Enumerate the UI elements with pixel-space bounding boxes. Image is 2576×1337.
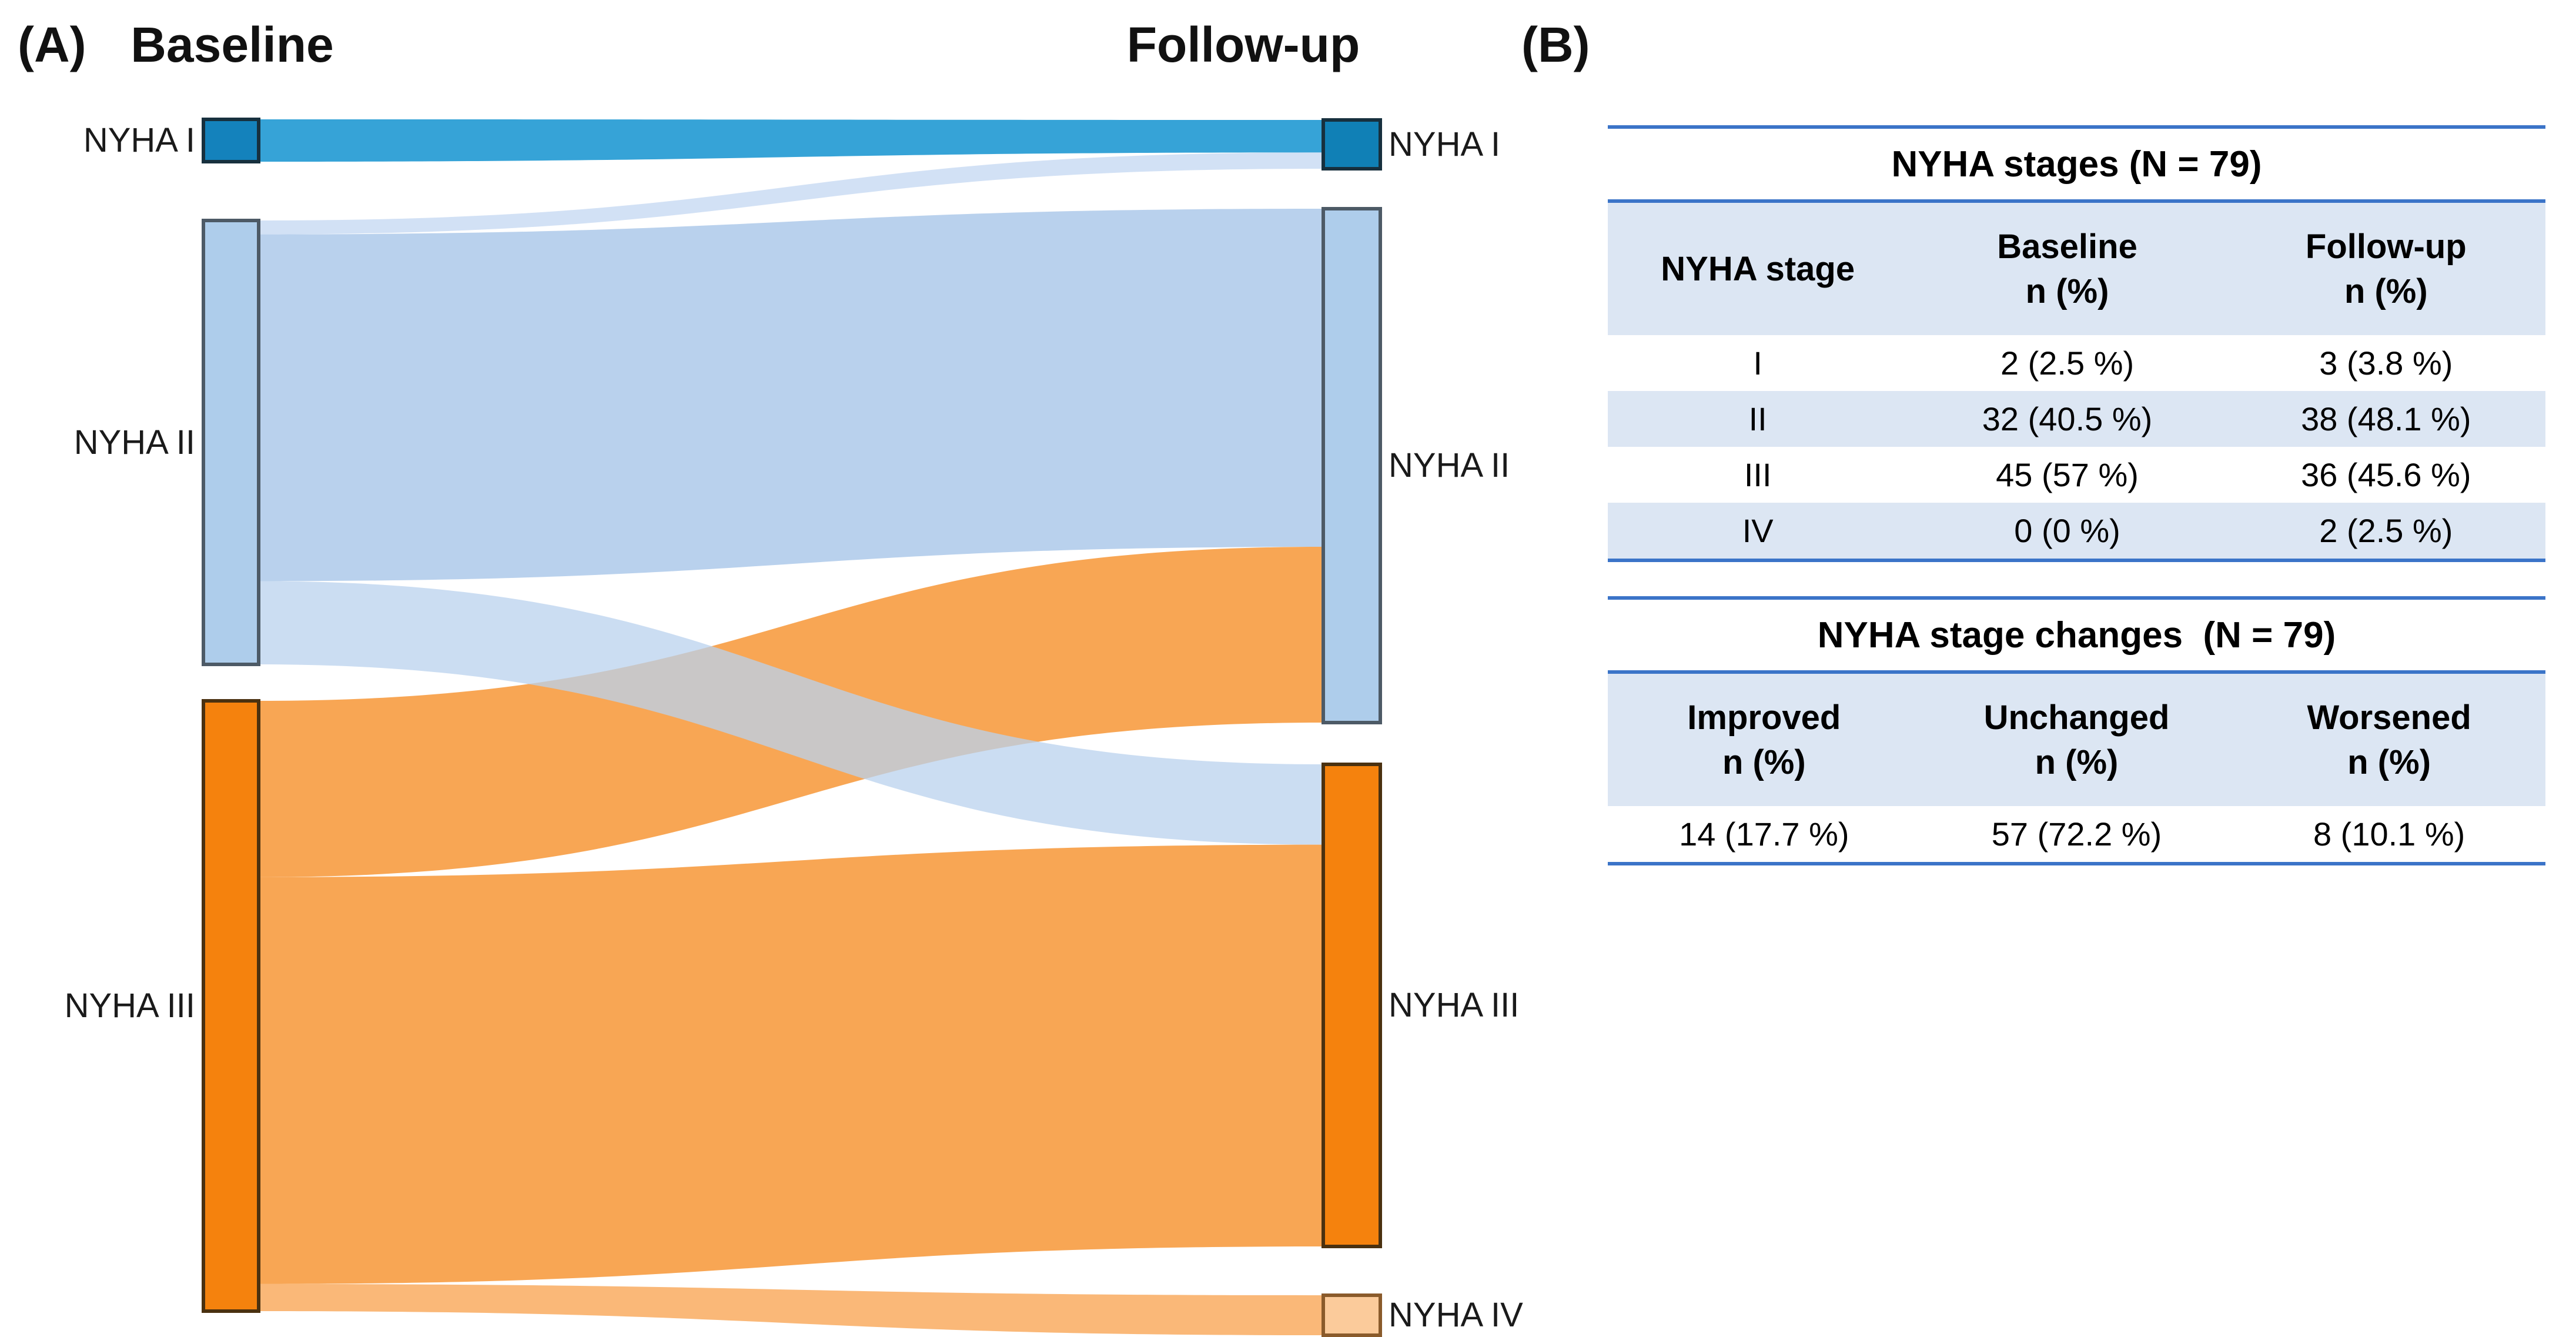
- table-bottom-rule: [1608, 559, 2545, 562]
- panel-b: NYHA stages (N = 79) NYHA stage Baseline…: [1608, 125, 2545, 865]
- cell-baseline: 32 (40.5 %): [1982, 400, 2153, 437]
- cell-worsened: 8 (10.1 %): [2313, 815, 2465, 853]
- cell-stage: III: [1744, 456, 1772, 493]
- sankey-flow-NYHAII-to-NYHAII: [259, 209, 1323, 581]
- header-cell-worsened: Worsened n (%): [2233, 696, 2545, 785]
- sankey-node-label-NYHAI-left: NYHA I: [83, 121, 195, 159]
- cell-stage: II: [1748, 400, 1767, 437]
- sankey-node-NYHAIII-left: [202, 699, 260, 1313]
- table-row-stage-II: II 32 (40.5 %) 38 (48.1 %): [1608, 391, 2545, 447]
- cell-followup: 38 (48.1 %): [2301, 400, 2471, 437]
- nyha-stages-table: NYHA stages (N = 79) NYHA stage Baseline…: [1608, 125, 2545, 562]
- header-cell-baseline: Baseline n (%): [1908, 225, 2226, 314]
- stage-changes-data-row: 14 (17.7 %) 57 (72.2 %) 8 (10.1 %): [1608, 806, 2545, 862]
- cell-improved: 14 (17.7 %): [1679, 815, 1849, 853]
- header-line2: n (%): [2344, 272, 2428, 310]
- cell-followup: 36 (45.6 %): [2301, 456, 2471, 493]
- table-gap: [1608, 562, 2545, 596]
- stage-changes-table: NYHA stage changes (N = 79) Improved n (…: [1608, 596, 2545, 865]
- sankey-node-label-NYHAII-right: NYHA II: [1389, 446, 1510, 484]
- header-line2: n (%): [2347, 743, 2431, 781]
- sankey-node-label-NYHAIII-left: NYHA III: [64, 987, 195, 1025]
- table-row-stage-I: I 2 (2.5 %) 3 (3.8 %): [1608, 335, 2545, 391]
- table-bottom-rule: [1608, 862, 2545, 865]
- sankey-node-label-NYHAI-right: NYHA I: [1389, 125, 1501, 163]
- sankey-node-NYHAI-right: [1322, 118, 1382, 171]
- sankey-node-label-NYHAII-left: NYHA II: [73, 423, 195, 462]
- sankey-node-NYHAI-left: [202, 118, 260, 163]
- header-line2: n (%): [2035, 743, 2119, 781]
- panel-b-tag: (B): [1521, 17, 1590, 72]
- followup-column-header: Follow-up: [1126, 17, 1360, 72]
- sankey-flow-NYHAI-to-NYHAI: [259, 119, 1323, 162]
- cell-baseline: 0 (0 %): [2014, 512, 2120, 549]
- cell-baseline: 2 (2.5 %): [2000, 345, 2135, 382]
- sankey-node-label-NYHAIII-right: NYHA III: [1389, 986, 1520, 1024]
- nyha-stages-table-title: NYHA stages (N = 79): [1608, 125, 2545, 203]
- cell-unchanged: 57 (72.2 %): [1991, 815, 2162, 853]
- header-line1: Baseline: [1997, 227, 2137, 266]
- header-cell-unchanged: Unchanged n (%): [1921, 696, 2233, 785]
- header-line2: n (%): [2025, 272, 2109, 310]
- stage-changes-table-title: NYHA stage changes (N = 79): [1608, 596, 2545, 674]
- sankey-node-NYHAIII-right: [1322, 763, 1382, 1248]
- header-cell-nyha-stage: NYHA stage: [1608, 247, 1908, 292]
- cell-followup: 2 (2.5 %): [2319, 512, 2453, 549]
- sankey-flow-NYHAII-to-NYHAI: [259, 152, 1323, 235]
- nyha-stages-header-row: NYHA stage Baseline n (%) Follow-up n (%…: [1608, 203, 2545, 335]
- sankey-flow-NYHAIII-to-NYHAIV: [259, 1283, 1323, 1335]
- header-line1: Unchanged: [1983, 698, 2170, 737]
- stage-changes-header-row: Improved n (%) Unchanged n (%) Worsened …: [1608, 674, 2545, 806]
- sankey-flow-NYHAIII-to-NYHAIII: [259, 844, 1323, 1284]
- header-line1: Worsened: [2307, 698, 2471, 737]
- header-line1: Improved: [1687, 698, 1841, 737]
- cell-stage: IV: [1742, 512, 1774, 549]
- sankey-node-NYHAII-right: [1322, 207, 1382, 724]
- cell-followup: 3 (3.8 %): [2319, 345, 2453, 382]
- panel-a-tag: (A): [18, 17, 86, 72]
- table-row-stage-IV: IV 0 (0 %) 2 (2.5 %): [1608, 503, 2545, 559]
- sankey-node-NYHAIV-right: [1322, 1293, 1382, 1337]
- header-line1: Follow-up: [2305, 227, 2467, 266]
- table-row-stage-III: III 45 (57 %) 36 (45.6 %): [1608, 447, 2545, 503]
- header-line2: n (%): [1722, 743, 1806, 781]
- sankey-flow-NYHAII-to-NYHAIII: [259, 581, 1323, 845]
- sankey-node-label-NYHAIV-right: NYHA IV: [1389, 1296, 1523, 1334]
- cell-stage: I: [1753, 345, 1762, 382]
- sankey-node-NYHAII-left: [202, 219, 260, 666]
- header-line1: NYHA stage: [1661, 249, 1855, 288]
- header-cell-followup: Follow-up n (%): [2227, 225, 2545, 314]
- header-cell-improved: Improved n (%): [1608, 696, 1921, 785]
- baseline-column-header: Baseline: [131, 17, 334, 72]
- cell-baseline: 45 (57 %): [1996, 456, 2139, 493]
